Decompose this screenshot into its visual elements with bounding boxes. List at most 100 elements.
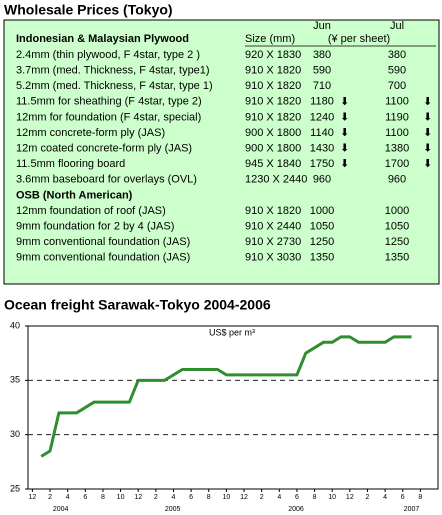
price-jun: 1000	[310, 205, 334, 217]
row-size: 910 X 1820	[245, 111, 301, 123]
price-jun: 960	[313, 174, 331, 186]
price-jul: 1050	[385, 221, 409, 233]
price-jun: 1050	[310, 221, 334, 233]
row-item: 12m coated concrete-form ply (JAS)	[16, 143, 192, 155]
price-jun: 380	[313, 49, 331, 61]
price-jun: 1180	[310, 96, 334, 108]
y-tick-label: 30	[10, 429, 20, 439]
column-header: Jun	[313, 20, 331, 32]
x-tick-label: 2	[48, 494, 52, 501]
row-size: 910 X 1820	[245, 205, 301, 217]
section-title: OSB (North American)	[16, 189, 133, 201]
line-series	[40, 335, 412, 458]
x-tick-label: 2	[366, 494, 370, 501]
x-tick-label: 12	[346, 494, 354, 501]
x-tick-label: 6	[401, 494, 405, 501]
row-size: 910 X 1820	[245, 96, 301, 108]
row-item: 9mm conventional foundation (JAS)	[16, 252, 190, 264]
trend-arrow: ⬇	[340, 95, 349, 108]
y-tick-label: 35	[10, 375, 20, 385]
x-tick-label: 10	[222, 494, 230, 501]
price-jul: 1350	[385, 252, 409, 264]
table-title: Wholesale Prices (Tokyo)	[4, 2, 173, 18]
price-jun: 1750	[310, 158, 334, 170]
price-jun: 1240	[310, 111, 334, 123]
year-label: 2004	[53, 506, 69, 513]
x-tick-label: 2	[260, 494, 264, 501]
row-item: 9mm conventional foundation (JAS)	[16, 236, 190, 248]
y-tick-label: 25	[10, 483, 20, 493]
price-jun: 1350	[310, 252, 334, 264]
year-label: 2005	[165, 506, 181, 513]
x-tick-label: 8	[207, 494, 211, 501]
trend-arrow: ⬇	[423, 142, 432, 155]
price-jul: 1100	[385, 127, 409, 139]
year-label: 2007	[404, 506, 420, 513]
price-jul: 1000	[385, 205, 409, 217]
column-header: Size (mm)	[245, 33, 295, 45]
row-size: 910 X 1820	[245, 65, 301, 77]
price-jun: 1140	[310, 127, 334, 139]
trend-arrow: ⬇	[340, 110, 349, 123]
x-tick-label: 8	[418, 494, 422, 501]
row-size: 910 X 2440	[245, 221, 301, 233]
x-tick-label: 10	[328, 494, 336, 501]
trend-arrow: ⬇	[340, 126, 349, 139]
row-item: 11.5mm for sheathing (F 4star, type 2)	[16, 96, 202, 108]
x-tick-label: 2	[154, 494, 158, 501]
trend-arrow: ⬇	[423, 110, 432, 123]
x-tick-label: 12	[134, 494, 142, 501]
table-box	[3, 19, 440, 285]
price-jul: 1250	[385, 236, 409, 248]
y-tick-label: 40	[10, 320, 20, 330]
price-jun: 1430	[310, 143, 334, 155]
row-item: 12mm foundation of roof (JAS)	[16, 205, 166, 217]
row-item: 3.6mm baseboard for overlays (OVL)	[16, 174, 197, 186]
row-item: 12mm for foundation (F 4star, special)	[16, 111, 201, 123]
trend-arrow: ⬇	[340, 142, 349, 155]
row-size: 910 X 3030	[245, 252, 301, 264]
price-jun: 1250	[310, 236, 334, 248]
x-tick-label: 4	[277, 494, 281, 501]
column-header: (¥ per sheet)	[328, 33, 390, 45]
row-item: 11.5mm flooring board	[16, 158, 125, 170]
x-tick-label: 12	[29, 494, 37, 501]
x-tick-label: 12	[240, 494, 248, 501]
price-jul: 1190	[385, 111, 409, 123]
x-tick-label: 6	[295, 494, 299, 501]
x-tick-label: 10	[117, 494, 125, 501]
x-tick-label: 4	[66, 494, 70, 501]
x-tick-label: 6	[189, 494, 193, 501]
trend-arrow: ⬇	[423, 95, 432, 108]
price-jul: 380	[388, 49, 406, 61]
price-jul: 1700	[385, 158, 409, 170]
column-header: Indonesian & Malaysian Plywood	[16, 33, 189, 45]
row-size: 945 X 1840	[245, 158, 301, 170]
trend-arrow: ⬇	[423, 126, 432, 139]
row-item: 12mm concrete-form ply (JAS)	[16, 127, 165, 139]
row-size: 900 X 1800	[245, 143, 301, 155]
price-jul: 1380	[385, 143, 409, 155]
year-label: 2006	[288, 506, 304, 513]
price-jun: 590	[313, 65, 331, 77]
row-item: 9mm foundation for 2 by 4 (JAS)	[16, 221, 174, 233]
price-jul: 700	[388, 80, 406, 92]
x-tick-label: 4	[172, 494, 176, 501]
row-size: 910 X 1820	[245, 80, 301, 92]
price-jul: 590	[388, 65, 406, 77]
annotation: US$ per m³	[209, 327, 255, 337]
row-size: 1230 X 2440	[245, 174, 307, 186]
price-jun: 710	[313, 80, 331, 92]
trend-arrow: ⬇	[340, 157, 349, 170]
row-size: 900 X 1800	[245, 127, 301, 139]
plot-area	[27, 325, 439, 490]
x-tick-label: 8	[101, 494, 105, 501]
price-jul: 1100	[385, 96, 409, 108]
x-tick-label: 4	[383, 494, 387, 501]
row-size: 910 X 2730	[245, 236, 301, 248]
column-header: Jul	[390, 20, 404, 32]
x-tick-label: 6	[83, 494, 87, 501]
x-tick-label: 8	[313, 494, 317, 501]
row-size: 920 X 1830	[245, 49, 301, 61]
